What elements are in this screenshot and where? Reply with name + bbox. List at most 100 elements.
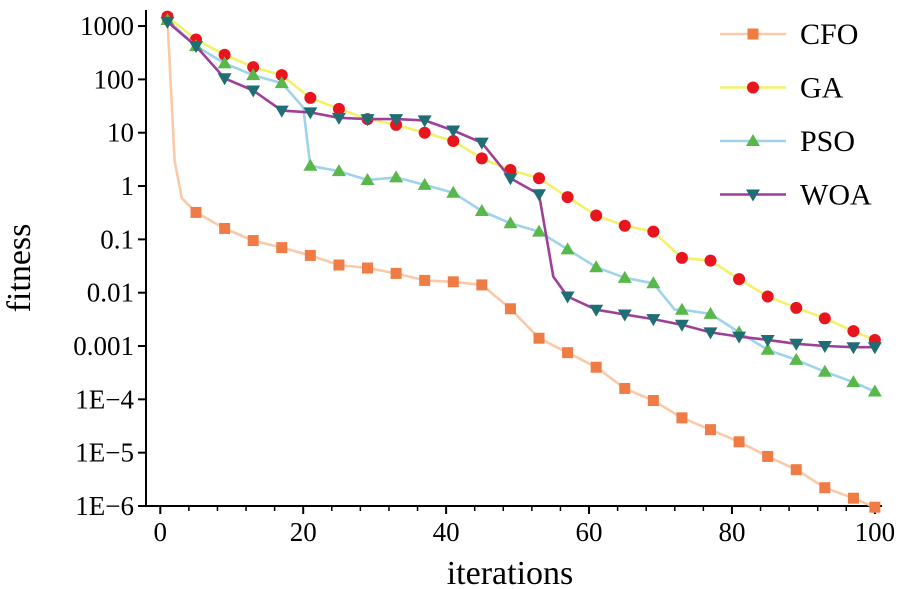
legend-label: CFO	[800, 18, 858, 51]
data-point	[703, 306, 718, 319]
data-point	[560, 291, 575, 304]
x-tick-label: 0	[154, 517, 168, 547]
data-point	[218, 48, 231, 61]
data-point	[789, 338, 804, 351]
data-point	[504, 303, 516, 315]
x-tick-label: 40	[433, 517, 460, 547]
data-point	[503, 216, 518, 229]
data-point	[589, 304, 604, 317]
y-tick-label: 0.1	[100, 224, 134, 254]
y-tick-label: 1	[121, 171, 135, 201]
data-point	[360, 114, 375, 127]
data-point	[447, 134, 460, 147]
data-point	[333, 259, 345, 271]
data-point	[189, 41, 204, 54]
data-point	[867, 384, 882, 397]
data-point	[389, 170, 404, 183]
data-point	[219, 222, 231, 234]
x-tick-label: 60	[576, 517, 603, 547]
data-point	[274, 105, 289, 118]
data-point	[532, 224, 547, 237]
series-ga	[161, 10, 881, 346]
data-point	[846, 375, 861, 388]
data-point	[817, 341, 832, 354]
data-point	[647, 395, 659, 407]
data-point	[476, 279, 488, 291]
data-point	[332, 102, 345, 115]
data-point	[590, 361, 602, 373]
data-point	[276, 242, 288, 254]
data-point	[217, 56, 232, 69]
data-point	[417, 115, 432, 128]
x-tick-label: 100	[855, 517, 896, 547]
y-tick-label: 10	[107, 118, 134, 148]
data-point	[560, 242, 575, 255]
plot-area: 0 20 40 60 80 100 1000 100 10 1 0.1 0.01 0.001 1E−4 1E…	[73, 10, 895, 547]
data-point	[246, 85, 261, 98]
data-point	[790, 464, 802, 476]
y-axis-label: fitness	[1, 224, 38, 313]
data-point	[303, 158, 318, 171]
series-cfo	[161, 12, 881, 513]
data-point	[704, 254, 717, 267]
data-point	[733, 436, 745, 448]
data-point	[705, 424, 717, 436]
data-point	[304, 91, 317, 104]
y-tick-label: 1E−6	[75, 491, 134, 521]
data-point	[761, 290, 774, 303]
data-point	[646, 314, 661, 327]
data-point	[304, 249, 316, 261]
legend-marker	[747, 81, 759, 94]
data-point	[819, 482, 831, 494]
legend-item-pso: PSO	[720, 125, 855, 158]
x-tick-label: 20	[290, 517, 317, 547]
data-point	[590, 209, 603, 222]
data-point	[331, 112, 346, 125]
data-point	[474, 204, 489, 217]
data-point	[817, 364, 832, 377]
legend-label: PSO	[800, 125, 855, 158]
series-line-pso	[166, 19, 876, 393]
data-point	[274, 76, 289, 89]
data-point	[475, 152, 488, 165]
legend-label: GA	[800, 72, 844, 105]
data-point	[390, 267, 402, 279]
data-point	[674, 302, 689, 315]
data-point	[675, 251, 688, 264]
legend-item-ga: GA	[720, 72, 844, 105]
data-point	[360, 172, 375, 185]
data-point	[275, 69, 288, 82]
y-tick-label: 0.001	[73, 331, 134, 361]
series-line-cfo	[166, 18, 876, 509]
data-point	[760, 334, 775, 347]
data-point	[619, 382, 631, 394]
data-point	[217, 73, 232, 86]
data-point	[732, 331, 747, 344]
data-point	[789, 352, 804, 365]
data-point	[503, 173, 518, 186]
y-tick-label: 0.01	[87, 278, 134, 308]
data-point	[447, 276, 459, 288]
data-point	[561, 191, 574, 204]
legend-marker	[746, 134, 760, 146]
data-point	[674, 319, 689, 332]
data-point	[869, 501, 881, 513]
legend: CFO GA PSO WOA	[720, 18, 872, 212]
data-point	[419, 274, 431, 286]
data-point	[247, 235, 259, 247]
legend-label: WOA	[800, 179, 872, 212]
data-point	[532, 189, 547, 202]
data-point	[533, 332, 545, 344]
data-point	[847, 492, 859, 504]
data-point	[331, 164, 346, 177]
data-point	[617, 309, 632, 322]
data-point	[703, 327, 718, 340]
data-point	[733, 273, 746, 286]
data-point	[446, 125, 461, 138]
data-point	[617, 270, 632, 283]
y-tick-label: 1000	[80, 11, 134, 41]
data-point	[418, 126, 431, 139]
data-point	[247, 61, 260, 74]
y-tick-label: 100	[94, 64, 135, 94]
